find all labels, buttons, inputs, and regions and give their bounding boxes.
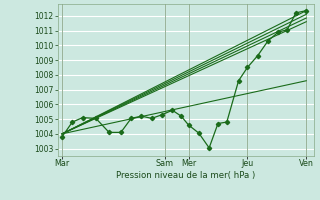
X-axis label: Pression niveau de la mer( hPa ): Pression niveau de la mer( hPa ) <box>116 171 255 180</box>
